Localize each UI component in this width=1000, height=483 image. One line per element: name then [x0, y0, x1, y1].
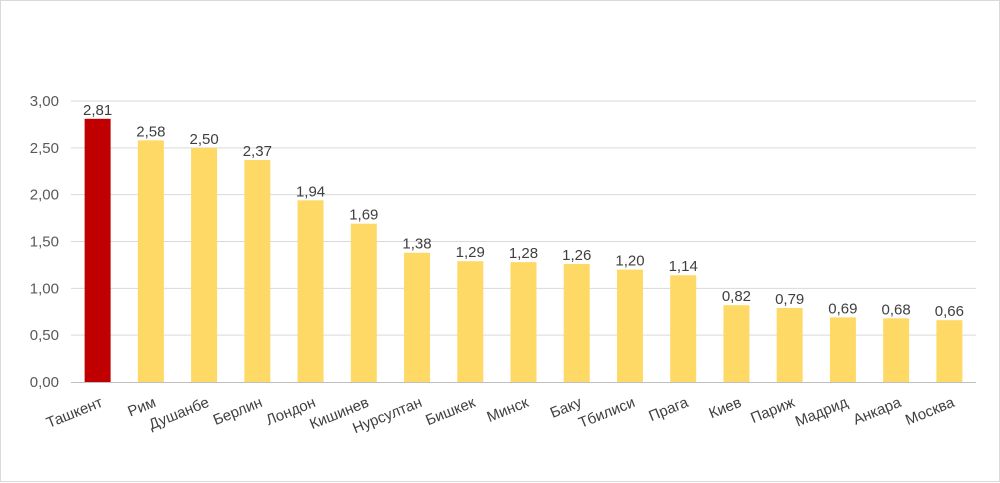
category-label: Мадрид	[793, 394, 851, 431]
bar-5	[350, 223, 377, 382]
data-label: 1,94	[296, 183, 325, 200]
gridlines	[71, 100, 976, 336]
category-label: Киев	[707, 394, 744, 422]
data-label: 0,68	[882, 301, 911, 318]
category-label: Берлин	[211, 394, 265, 429]
y-tick-label: 2,00	[30, 187, 59, 204]
category-label: Ташкент	[44, 394, 105, 432]
data-label: 1,14	[669, 258, 698, 275]
bar-11	[670, 275, 697, 382]
bar-4	[297, 200, 324, 382]
y-tick-label: 2,50	[30, 140, 59, 157]
y-tick-label: 3,00	[30, 93, 59, 110]
data-label: 1,26	[562, 247, 591, 264]
data-label: 1,20	[615, 253, 644, 270]
data-label: 2,37	[243, 143, 272, 160]
data-label: 1,29	[456, 244, 485, 261]
bar-12	[723, 305, 750, 382]
category-label: Минск	[485, 394, 532, 426]
bar-8	[510, 262, 537, 382]
category-label: Париж	[748, 394, 797, 427]
data-label: 1,38	[402, 236, 431, 253]
category-label: Бишкек	[423, 394, 478, 429]
data-label: 0,79	[775, 291, 804, 308]
bar-1	[137, 140, 164, 382]
data-label: 2,58	[136, 123, 165, 140]
y-tick-label: 0,50	[30, 327, 59, 344]
category-label: Тбилиси	[576, 394, 637, 432]
y-tick-label: 1,50	[30, 234, 59, 251]
bar-9	[563, 263, 590, 382]
bar-2	[191, 147, 218, 382]
bar-16	[936, 320, 963, 382]
data-label: 0,66	[935, 303, 964, 320]
bar-13	[776, 308, 803, 382]
category-label: Прага	[646, 394, 691, 425]
category-label: Душанбе	[146, 394, 211, 434]
y-tick-label: 1,00	[30, 280, 59, 297]
data-label: 2,50	[189, 131, 218, 148]
bar-3	[244, 160, 271, 382]
bar-0	[84, 118, 111, 383]
category-label: Москва	[903, 394, 957, 429]
bar-14	[829, 317, 856, 382]
bar-7	[457, 261, 484, 382]
y-axis-ticks: 0,00 0,50 1,00 1,50 2,00 2,50 3,00	[30, 93, 59, 391]
category-label: Анкара	[851, 394, 905, 429]
y-tick-label: 0,00	[30, 374, 59, 391]
bars	[84, 118, 963, 383]
bar-10	[616, 269, 643, 382]
bar-15	[883, 318, 910, 382]
data-label: 1,28	[509, 245, 538, 262]
bar-6	[404, 252, 431, 382]
data-label: 2,81	[83, 102, 112, 119]
data-label: 0,82	[722, 288, 751, 305]
data-label: 1,69	[349, 207, 378, 224]
data-labels: 2,81 2,58 2,50 2,37 1,94 1,69 1,38 1,29 1,28 1,26…	[83, 102, 964, 320]
data-label: 0,69	[828, 300, 857, 317]
